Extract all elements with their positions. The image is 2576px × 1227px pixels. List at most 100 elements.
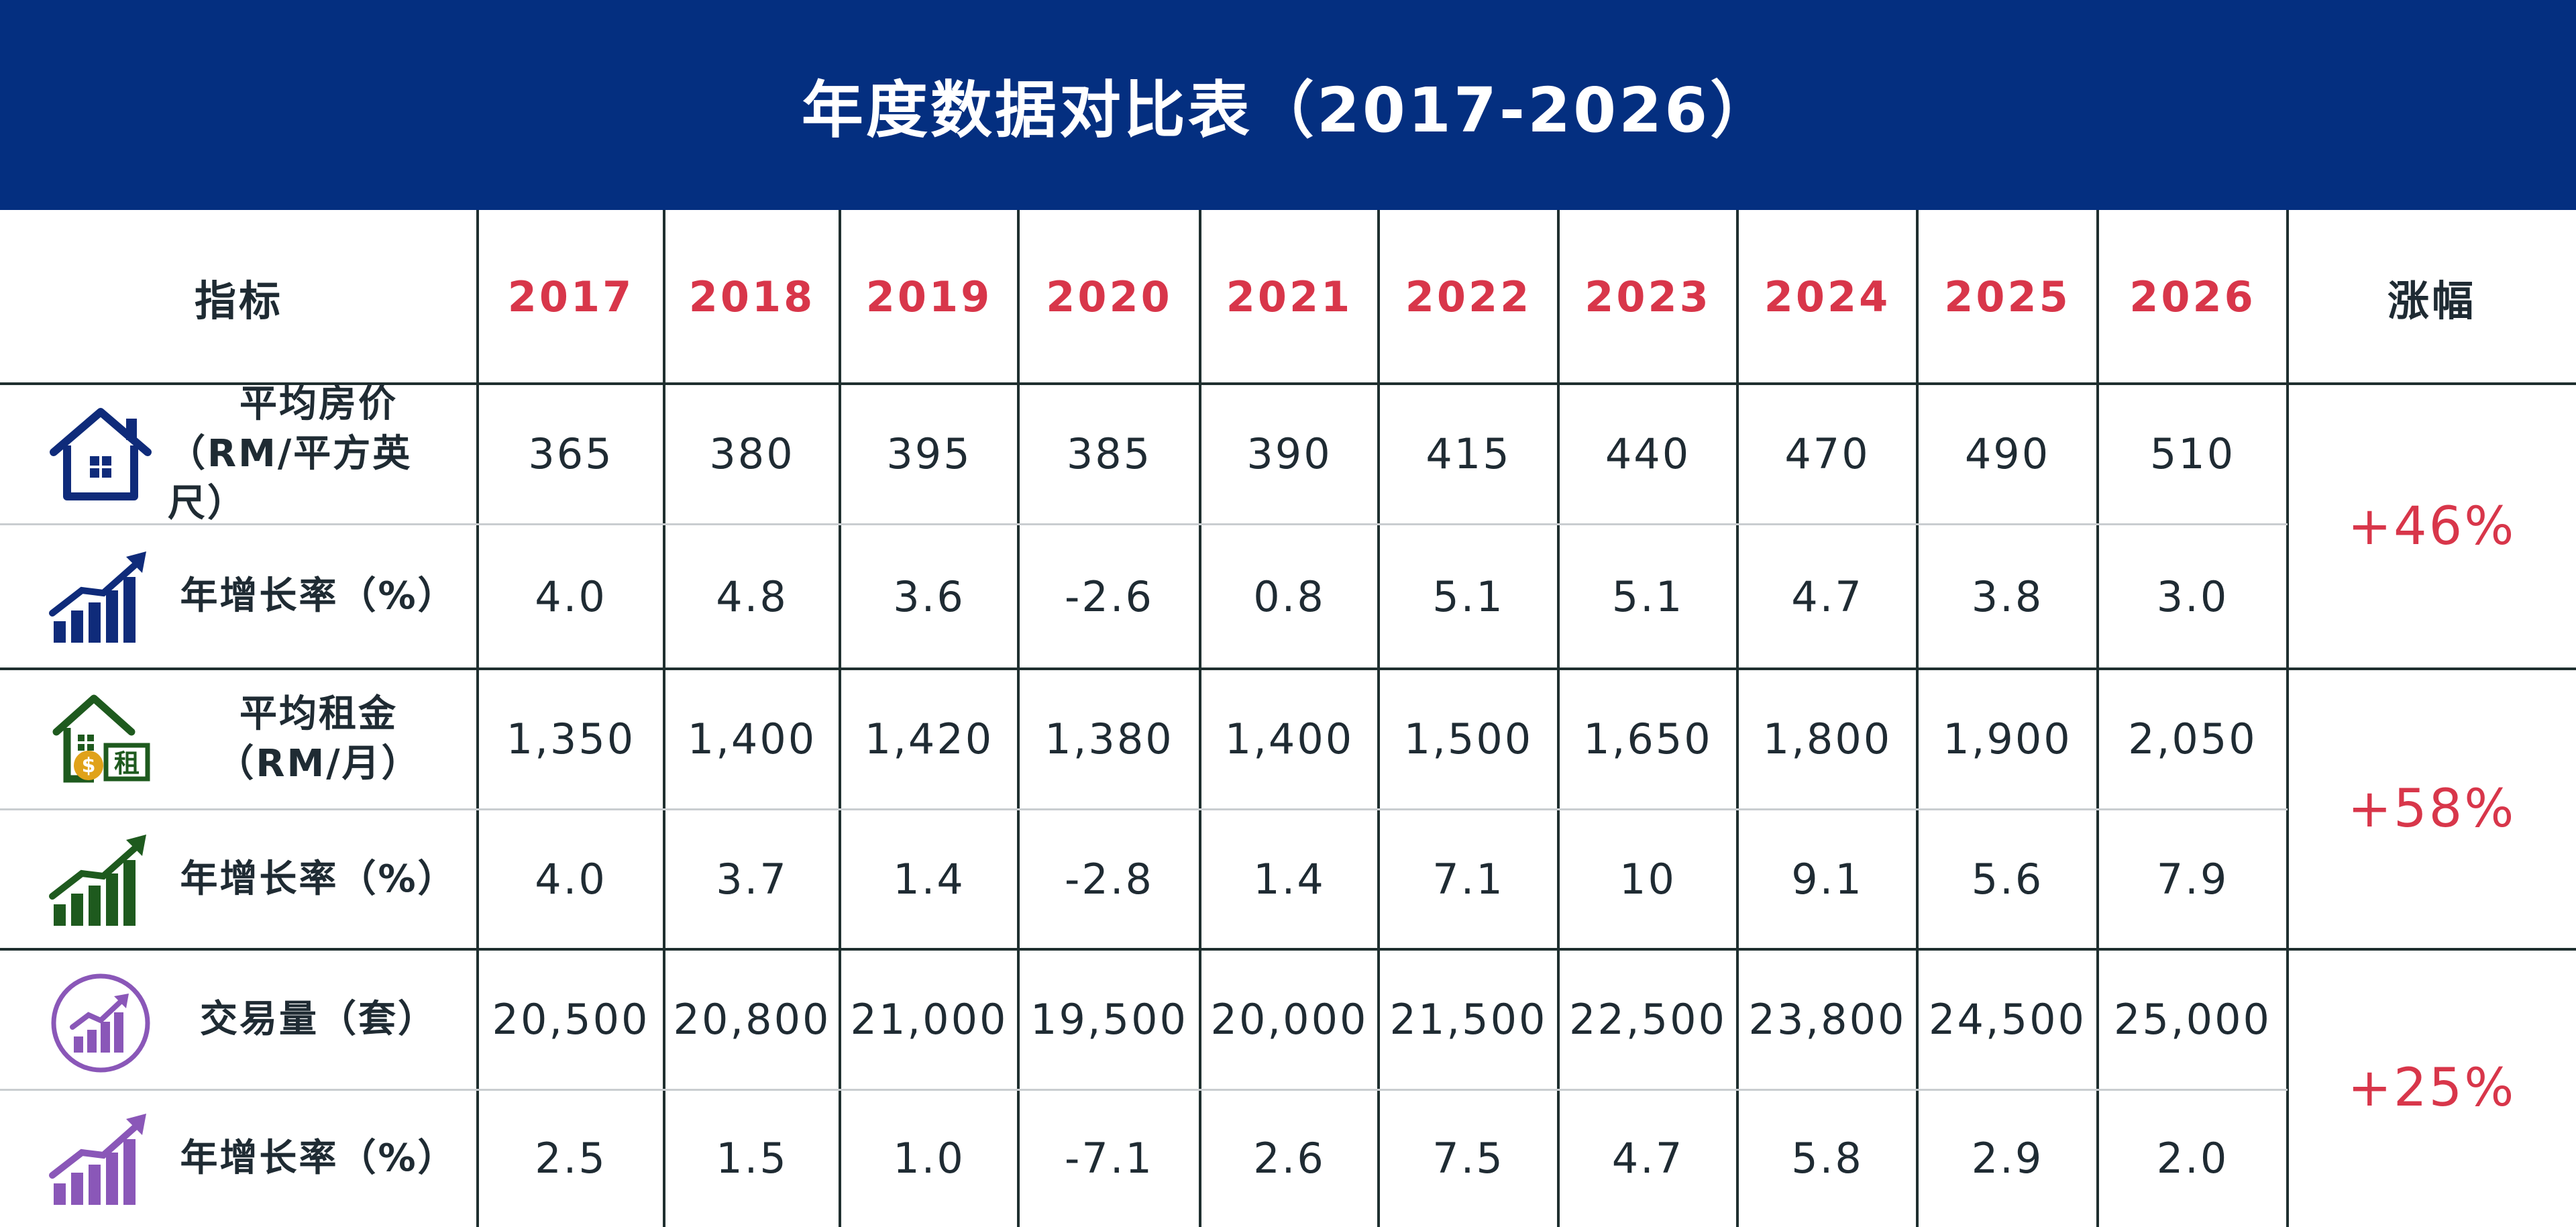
year-header: 2019 <box>865 272 993 321</box>
metric-value-cell: 21,000 <box>850 995 1008 1044</box>
year-header: 2018 <box>688 272 816 321</box>
growth-rate-label: 年增长率（%） <box>168 809 470 949</box>
title-banner: 年度数据对比表（2017-2026） <box>0 0 2576 210</box>
row-divider <box>0 382 2576 385</box>
growth-value-cell: 4.0 <box>535 572 607 621</box>
metric-value-cell: 1,400 <box>1224 714 1354 763</box>
metric-value-cell: 490 <box>1964 429 2051 478</box>
growth-value-cell: 4.0 <box>535 855 607 904</box>
growth-value-cell: 5.8 <box>1791 1134 1864 1183</box>
growth-value-cell: 2.0 <box>2156 1134 2229 1183</box>
growth-value-cell: 3.7 <box>716 855 788 904</box>
column-divider <box>2096 210 2099 1227</box>
metric-value-cell: 1,380 <box>1044 714 1174 763</box>
year-header: 2024 <box>1764 272 1891 321</box>
subrow-divider <box>0 808 2288 810</box>
growth-value-cell: 1.4 <box>893 855 965 904</box>
metric-label-line: 平均房价 <box>239 382 398 426</box>
growth-value-cell: 1.5 <box>716 1134 788 1183</box>
subrow-divider <box>0 523 2288 525</box>
metric-value-cell: 395 <box>886 429 972 478</box>
growth-value-cell: 1.0 <box>893 1134 965 1183</box>
bar-growth-icon <box>47 546 154 649</box>
metric-label-line: （RM/平方英尺） <box>168 431 413 525</box>
metric-value-cell: 470 <box>1784 429 1870 478</box>
column-divider <box>1557 210 1560 1227</box>
metric-value-cell: 440 <box>1605 429 1691 478</box>
row-divider <box>0 668 2576 670</box>
growth-value-cell: 3.8 <box>1971 572 2044 621</box>
growth-rate-label: 年增长率（%） <box>168 524 470 669</box>
growth-value-cell: 4.8 <box>716 572 788 621</box>
year-header: 2025 <box>1944 272 2071 321</box>
growth-value-cell: 5.6 <box>1971 855 2044 904</box>
growth-value-cell: 5.1 <box>1432 572 1505 621</box>
growth-value-cell: 2.5 <box>535 1134 607 1183</box>
growth-rate-label: 年增长率（%） <box>168 1089 470 1227</box>
change-percent: +58% <box>2347 779 2516 839</box>
metric-value-cell: 23,800 <box>1748 995 1907 1044</box>
metric-value-cell: 1,350 <box>506 714 636 763</box>
column-divider <box>1736 210 1739 1227</box>
change-percent: +25% <box>2347 1058 2516 1118</box>
growth-value-cell: -7.1 <box>1065 1134 1154 1183</box>
year-header: 2017 <box>507 272 635 321</box>
metric-value-cell: 365 <box>528 429 614 478</box>
metric-value-cell: 510 <box>2149 429 2236 478</box>
table-title: 年度数据对比表（2017-2026） <box>801 74 1775 146</box>
growth-rate-label-text: 年增长率（%） <box>180 1136 458 1180</box>
growth-value-cell: 7.1 <box>1432 855 1505 904</box>
column-divider <box>663 210 665 1227</box>
subrow-divider <box>0 1089 2288 1091</box>
metric-value-cell: 20,500 <box>492 995 650 1044</box>
column-divider <box>1199 210 1201 1227</box>
metric-label: 平均房价 （RM/平方英尺） <box>168 382 470 525</box>
data-table: 指标 2017 2018 2019 2020 2021 2022 2023 2024 2025 20… <box>0 210 2576 1227</box>
rent-house-icon: $ 租 <box>47 689 154 792</box>
change-percent: +46% <box>2347 496 2516 557</box>
column-divider <box>476 210 479 1227</box>
year-header: 2022 <box>1405 272 1532 321</box>
growth-value-cell: 4.7 <box>1611 1134 1684 1183</box>
metric-label-line: 交易量（套） <box>200 997 437 1041</box>
metric-value-cell: 1,650 <box>1583 714 1713 763</box>
svg-text:$: $ <box>82 754 96 778</box>
growth-value-cell: -2.6 <box>1065 572 1154 621</box>
metric-column-header: 指标 <box>194 276 283 325</box>
growth-value-cell: 4.7 <box>1791 572 1864 621</box>
column-divider <box>1377 210 1380 1227</box>
metric-value-cell: 380 <box>709 429 795 478</box>
metric-label: 交易量（套） <box>168 949 470 1089</box>
metric-value-cell: 20,800 <box>673 995 831 1044</box>
metric-label: 平均租金 （RM/月） <box>168 669 470 809</box>
metric-value-cell: 1,420 <box>864 714 994 763</box>
metric-value-cell: 1,400 <box>687 714 817 763</box>
column-divider <box>1916 210 1919 1227</box>
growth-value-cell: 5.1 <box>1611 572 1684 621</box>
metric-value-cell: 20,000 <box>1210 995 1368 1044</box>
bar-growth-icon <box>47 1108 154 1212</box>
growth-value-cell: 2.9 <box>1971 1134 2044 1183</box>
column-divider <box>839 210 841 1227</box>
growth-value-cell: 3.6 <box>893 572 965 621</box>
metric-value-cell: 385 <box>1066 429 1152 478</box>
metric-value-cell: 1,800 <box>1762 714 1892 763</box>
metric-value-cell: 25,000 <box>2114 995 2271 1044</box>
growth-value-cell: 3.0 <box>2156 572 2229 621</box>
year-header: 2023 <box>1585 272 1711 321</box>
metric-value-cell: 21,500 <box>1389 995 1548 1044</box>
column-divider <box>1017 210 1020 1227</box>
metric-value-cell: 24,500 <box>1929 995 2086 1044</box>
column-divider <box>2286 210 2289 1227</box>
house-icon <box>47 404 154 507</box>
svg-text:租: 租 <box>114 749 140 778</box>
metric-label-line: 平均租金 <box>239 692 398 736</box>
metric-value-cell: 1,500 <box>1403 714 1534 763</box>
year-header: 2020 <box>1046 272 1173 321</box>
metric-value-cell: 22,500 <box>1569 995 1727 1044</box>
metric-value-cell: 19,500 <box>1030 995 1188 1044</box>
year-header: 2026 <box>2129 272 2256 321</box>
growth-value-cell: -2.8 <box>1065 855 1154 904</box>
growth-rate-label-text: 年增长率（%） <box>180 857 458 901</box>
bar-growth-icon <box>47 829 154 932</box>
